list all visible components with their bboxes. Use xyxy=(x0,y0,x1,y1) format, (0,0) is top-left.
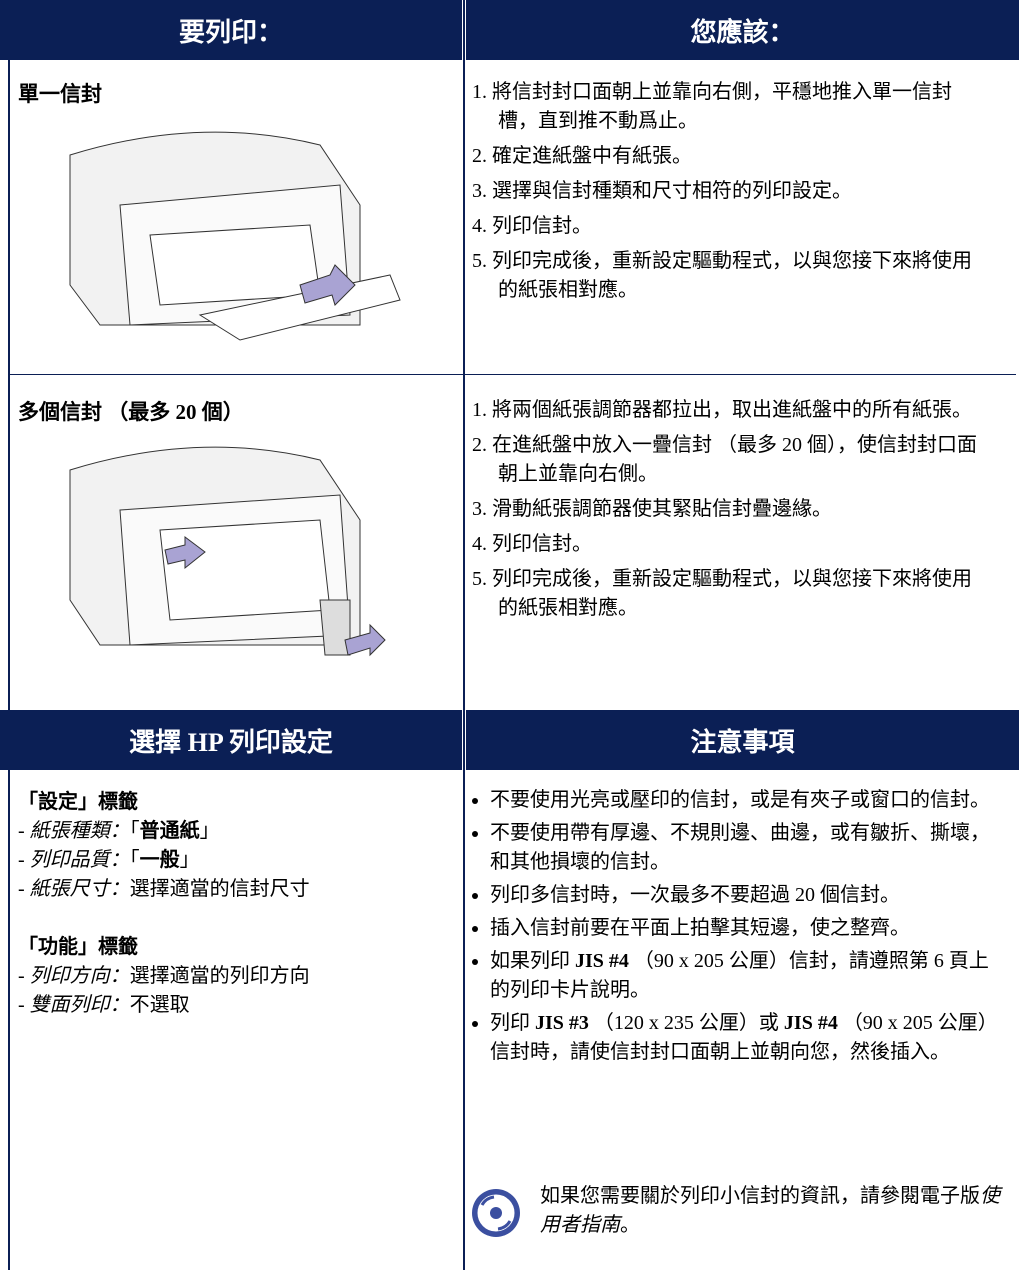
group-title: 「功能」標籤 xyxy=(18,936,138,958)
header: 要列印： xyxy=(0,0,462,60)
notes: 不要使用光亮或壓印的信封，或是有夾子或窗口的信封。不要使用帶有厚邊、不規則邊、曲… xyxy=(472,786,1000,1071)
setting-label: 紙張種類： xyxy=(29,820,130,842)
text: （120 x 235 公厘）或 xyxy=(588,1012,784,1034)
text: 列印多信封時，一次最多不要超過 20 個信封。 xyxy=(490,884,900,906)
border xyxy=(8,60,10,710)
step: 2. 確定進紙盤中有紙張。 xyxy=(472,145,692,167)
marker: - xyxy=(18,820,25,842)
setting-item: - 列印方向：選擇適當的列印方向 xyxy=(18,962,458,991)
note: 不要使用帶有厚邊、不規則邊、曲邊，或有皺折、撕壞，和其他損壞的信封。 xyxy=(490,819,1000,877)
note: 如果列印 JIS #4 （90 x 205 公厘）信封，請遵照第 6 頁上的列印… xyxy=(490,947,1000,1005)
header: 注意事項 xyxy=(466,710,1019,770)
note: 列印 JIS #3 （120 x 235 公厘）或 JIS #4 （90 x 2… xyxy=(490,1009,1000,1067)
step: 3. 選擇與信封種類和尺寸相符的列印設定。 xyxy=(472,180,852,202)
settings: 「設定」標籤 - 紙張種類：「普通紙」 - 列印品質：「一般」 - 紙張尺寸：選擇適當… xyxy=(18,788,458,1020)
header: 選擇 HP 列印設定 xyxy=(0,710,462,770)
setting-label: 列印方向： xyxy=(29,965,130,987)
step: 2. 在進紙盤中放入一疊信封 （最多 20 個），使信封封口面朝上並靠向右側。 xyxy=(472,434,977,485)
note: 插入信封前要在平面上拍擊其短邊，使之整齊。 xyxy=(490,914,1000,943)
text: 不要使用光亮或壓印的信封，或是有夾子或窗口的信封。 xyxy=(490,789,990,811)
bold-text: JIS #4 xyxy=(575,950,629,972)
text: 不要使用帶有厚邊、不規則邊、曲邊，或有皺折、撕壞，和其他損壞的信封。 xyxy=(490,822,990,873)
text: 列印 xyxy=(490,1012,535,1034)
step: 1. 將兩個紙張調節器都拉出，取出進紙盤中的所有紙張。 xyxy=(472,399,972,421)
setting-item: - 紙張種類：「普通紙」 xyxy=(18,817,458,846)
text: 選擇適當的信封尺寸 xyxy=(129,878,310,900)
text: 「 xyxy=(129,820,140,842)
setting-item: - 雙面列印：不選取 xyxy=(18,991,458,1020)
step: 4. 列印信封。 xyxy=(472,215,592,237)
border xyxy=(8,770,10,1270)
marker: - xyxy=(18,965,25,987)
text: 」 xyxy=(199,820,220,842)
text: （90 x 205 公厘）信封，請遵照第 6 頁上的列印卡片說明。 xyxy=(490,950,989,1001)
setting-label: 雙面列印： xyxy=(29,994,130,1016)
printer-illustration xyxy=(69,131,401,341)
marker: - xyxy=(18,994,25,1016)
note: 列印多信封時，一次最多不要超過 20 個信封。 xyxy=(490,881,1000,910)
setting-item: - 列印品質：「一般」 xyxy=(18,846,458,875)
marker: - xyxy=(18,878,25,900)
bold-text: JIS #3 xyxy=(535,1012,589,1034)
bold-text: 一般 xyxy=(139,849,180,871)
step: 4. 列印信封。 xyxy=(472,533,592,555)
setting-item: - 紙張尺寸：選擇適當的信封尺寸 xyxy=(18,875,458,904)
text: 選擇適當的列印方向 xyxy=(129,965,310,987)
cd-icon xyxy=(472,1189,520,1237)
note: 不要使用光亮或壓印的信封，或是有夾子或窗口的信封。 xyxy=(490,786,1000,815)
italic-text: 使用者指南 xyxy=(540,1185,1000,1236)
marker: - xyxy=(18,849,25,871)
text: 如果列印 xyxy=(490,950,575,972)
bold-text: JIS #4 xyxy=(783,1012,838,1034)
header: 您應該： xyxy=(466,0,1019,60)
divider xyxy=(463,0,465,1270)
row-title: 單一信封 xyxy=(18,82,102,106)
text: 不選取 xyxy=(129,994,190,1016)
text: （90 x 205 公厘）信封時，請使信封封口面朝上並朝向您，然後插入。 xyxy=(490,1012,998,1063)
text: 如果您需要關於列印小信封的資訊，請參閱電子版 xyxy=(540,1185,980,1207)
step: 1. 將信封封口面朝上並靠向右側，平穩地推入單一信封槽，直到推不動爲止。 xyxy=(472,81,952,132)
tip: 如果您需要關於列印小信封的資訊，請參閱電子版使用者指南。 xyxy=(540,1182,1000,1240)
setting-label: 列印品質： xyxy=(29,849,130,871)
text: 。 xyxy=(620,1214,640,1236)
text: 」 xyxy=(179,849,200,871)
printer-illustration xyxy=(69,446,386,657)
group-title: 「設定」標籤 xyxy=(18,791,138,813)
row-divider xyxy=(8,374,1016,375)
text: 「 xyxy=(129,849,140,871)
steps: 1. 將兩個紙張調節器都拉出，取出進紙盤中的所有紙張。 2. 在進紙盤中放入一疊信… xyxy=(472,396,982,629)
steps: 1. 將信封封口面朝上並靠向右側，平穩地推入單一信封槽，直到推不動爲止。 2. 確… xyxy=(472,78,982,311)
step: 5. 列印完成後，重新設定驅動程式，以與您接下來將使用的紙張相對應。 xyxy=(472,568,972,619)
row-title: 多個信封 （最多 20 個） xyxy=(18,400,244,424)
text: 插入信封前要在平面上拍擊其短邊，使之整齊。 xyxy=(490,917,910,939)
step: 5. 列印完成後，重新設定驅動程式，以與您接下來將使用的紙張相對應。 xyxy=(472,250,972,301)
step: 3. 滑動紙張調節器使其緊貼信封疊邊緣。 xyxy=(472,498,832,520)
bold-text: 普通紙 xyxy=(139,820,200,842)
setting-label: 紙張尺寸： xyxy=(29,878,130,900)
